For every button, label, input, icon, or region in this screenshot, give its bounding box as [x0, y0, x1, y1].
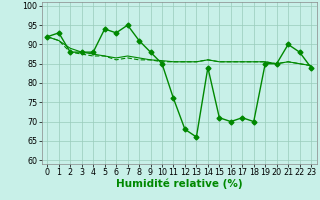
X-axis label: Humidité relative (%): Humidité relative (%)	[116, 179, 243, 189]
